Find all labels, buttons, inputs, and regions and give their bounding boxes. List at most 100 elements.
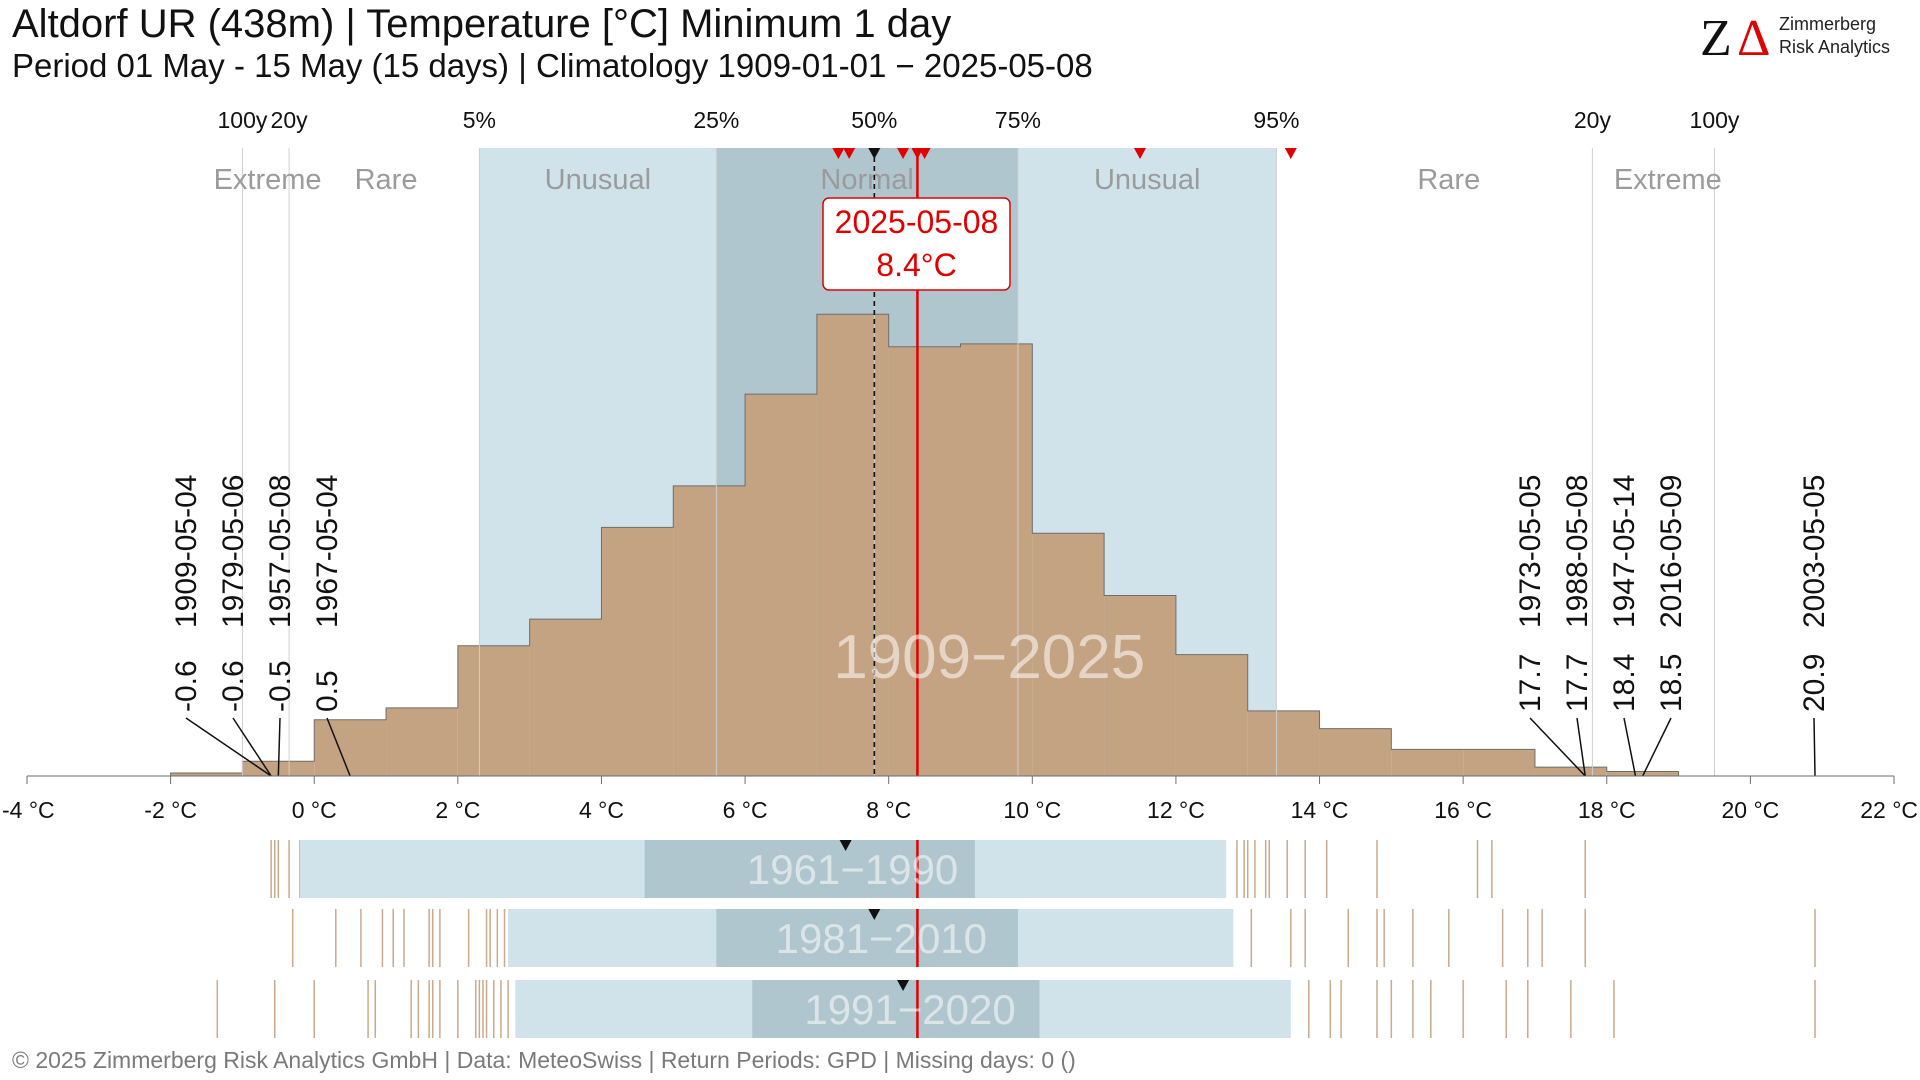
histogram-bar [1463,749,1535,776]
period-label: 1909−2025 [833,623,1145,692]
footer-copyright: © 2025 Zimmerberg Risk Analytics GmbH | … [12,1047,1076,1073]
x-tick-label: 18 °C [1578,797,1636,823]
logo-line-1: Zimmerberg [1779,14,1876,34]
normals-median-marker [839,840,852,851]
percentile-tick-label: 100y [1690,107,1740,133]
histogram-bar [529,619,602,776]
histogram-bar [314,719,387,776]
x-tick-label: 14 °C [1291,797,1349,823]
x-tick-label: 12 °C [1147,797,1205,823]
band-label: Extreme [1614,164,1722,196]
record-date-label: 1957-05-08 [264,475,297,628]
histogram-bar [1104,595,1176,776]
record-date-label: 1973-05-05 [1514,475,1547,628]
logo-line-2: Risk Analytics [1779,37,1890,57]
histogram-bar [745,394,817,776]
histogram-bar [1247,710,1320,776]
record-connector [1813,717,1816,777]
chart-subtitle: Period 01 May - 15 May (15 days) | Clima… [12,47,1093,84]
record-value-label: 17.7 [1561,654,1594,712]
current-value-label: 8.4°C [876,247,956,283]
record-connector [185,717,272,777]
histogram-bar [888,346,961,776]
record-date-label: 1967-05-04 [311,475,344,628]
normals-period-label: 1981−2010 [776,915,987,962]
record-value-label: 20.9 [1798,654,1831,712]
histogram [170,313,1680,776]
record-connector [1623,717,1637,777]
record-value-label: -0.6 [170,660,203,712]
record-value-label: -0.5 [264,660,297,712]
record-connector [1641,717,1672,777]
current-value: 2025-05-08 8.4°C [822,148,1011,776]
red-marker [1134,148,1147,159]
normals-median-marker [897,980,910,991]
record-connector [1529,717,1586,777]
band-label: Rare [355,164,418,196]
percentile-tick-label: 20y [1574,107,1612,133]
histogram-bar [457,645,530,776]
record-date-label: 2016-05-09 [1655,475,1688,628]
x-tick-label: 20 °C [1721,797,1779,823]
histogram-bar [1032,533,1105,776]
red-marker [1284,148,1297,159]
histogram-bar [170,773,243,776]
histogram-outline [170,313,1680,776]
normals-band-normal [752,980,1040,1038]
normals-row: 1961−1990 [270,840,1586,898]
x-tick-label: 22 °C [1860,797,1918,823]
histogram-bar [673,485,746,776]
band-label: Rare [1417,164,1480,196]
x-tick-label: 16 °C [1434,797,1492,823]
x-tick-label: 2 °C [435,797,480,823]
record-date-label: 1988-05-08 [1561,475,1594,628]
company-logo: Z Δ Zimmerberg Risk Analytics [1700,10,1890,67]
normals-median-marker [868,909,881,920]
histogram-bar [816,314,889,776]
histogram-bar [1175,654,1248,776]
record-connector [1576,717,1586,777]
logo-delta-mark: Δ [1737,10,1770,67]
record-annotations: -0.6 1909-05-04 -0.6 1979-05-06 -0.5 1957-05-… [170,475,1831,777]
record-value-label: -0.6 [217,660,250,712]
normals-panels: 1961−1990 1981−2010 1991−2020 [216,840,1816,1038]
histogram-bar [601,527,674,776]
band-label: Normal [820,164,913,196]
red-marker [832,148,845,159]
percentile-tick-label: 20y [271,107,309,133]
x-tick-label: 4 °C [579,797,624,823]
x-tick-label: 0 °C [292,797,337,823]
band-label: Extreme [214,164,322,196]
x-tick-label: 8 °C [866,797,911,823]
red-marker [843,148,856,159]
normals-period-label: 1991−2020 [804,986,1015,1033]
record-value-label: 18.4 [1608,654,1641,712]
percentile-tick-label: 5% [463,107,496,133]
red-marker [897,148,910,159]
x-axis: -4 °C -2 °C 0 °C 2 °C 4 °C 6 °C 8 °C 10 °C 12 °C… [2,775,1918,823]
red-markers [832,148,1297,159]
band-labels: Extreme Rare Unusual Normal Unusual Rare Extre… [214,164,1722,196]
record-date-label: 2003-05-05 [1798,475,1831,628]
band-label: Unusual [545,164,651,196]
normals-row: 1991−2020 [216,980,1816,1038]
record-value-label: 0.5 [311,670,344,712]
red-marker [918,148,931,159]
record-date-label: 1909-05-04 [170,475,203,628]
histogram-bar [960,343,1033,776]
normals-row: 1981−2010 [291,909,1816,967]
histogram-bar [386,707,458,776]
chart-title: Altdorf UR (438m) | Temperature [°C] Min… [12,2,951,46]
x-tick-label: -2 °C [144,797,197,823]
record-date-label: 1979-05-06 [217,475,250,628]
median-marker [868,148,881,159]
histogram-bar [1319,728,1392,776]
normals-band-normal [644,840,975,898]
histogram-bar [1534,767,1607,776]
normals-period-label: 1961−1990 [747,846,958,893]
histogram-bar [1606,771,1679,776]
percentile-tick-label: 50% [851,107,897,133]
percentile-tick-label: 95% [1253,107,1299,133]
normals-band-normal [716,909,1018,967]
